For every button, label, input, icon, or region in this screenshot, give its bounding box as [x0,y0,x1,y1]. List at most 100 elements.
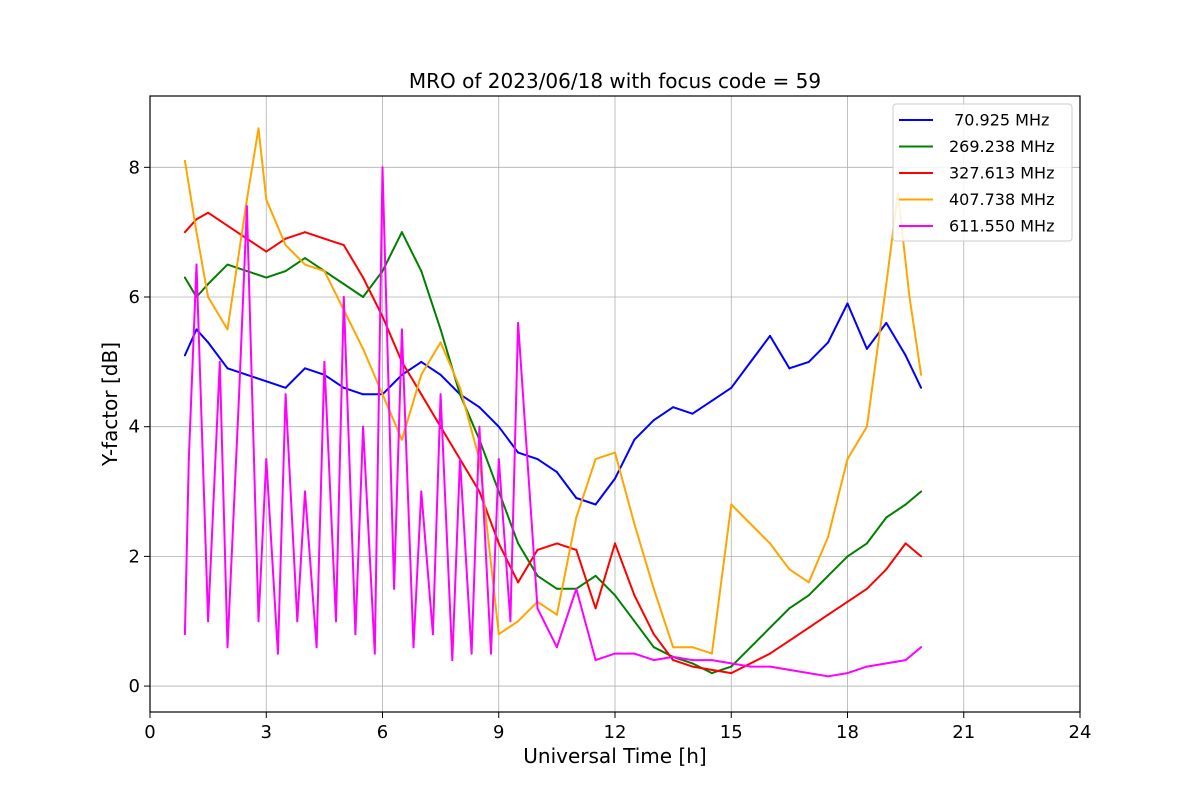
data-point-327-613-mhz [730,672,733,675]
data-point-611-550-mhz [555,646,558,649]
x-tick-label: 21 [952,722,975,743]
series-line-269-238-mhz [184,231,922,675]
series-line-407-738-mhz [183,127,923,655]
data-point-70-925-mhz [920,386,923,389]
data-point-269-238-mhz [226,263,229,266]
data-point-407-738-mhz [400,438,403,441]
data-point-70-925-mhz [885,321,888,324]
data-point-611-550-mhz [920,646,923,649]
data-point-269-238-mhz [904,503,907,506]
data-point-611-550-mhz [381,166,384,169]
data-point-611-550-mhz [335,620,337,623]
data-point-70-925-mhz [710,399,713,402]
data-point-70-925-mhz [342,386,345,389]
data-point-269-238-mhz [807,594,810,597]
data-point-327-613-mhz [672,659,675,662]
data-point-407-738-mhz [769,542,771,545]
data-point-407-738-mhz [439,341,442,344]
data-point-611-550-mhz [412,646,415,649]
data-point-70-925-mhz [536,458,539,461]
data-point-70-925-mhz [183,354,186,357]
data-point-327-613-mhz [920,555,923,558]
data-point-327-613-mhz [195,218,198,221]
data-point-611-550-mhz [614,652,616,655]
data-point-70-925-mhz [827,341,830,344]
data-point-70-925-mhz [904,354,907,357]
data-point-70-925-mhz [195,328,198,331]
data-point-269-238-mhz [362,296,365,299]
data-point-327-613-mhz [885,568,888,571]
data-point-327-613-mhz [614,542,616,545]
data-point-407-738-mhz [691,646,694,649]
data-point-327-613-mhz [904,542,907,545]
data-point-611-550-mhz [509,620,512,623]
data-point-269-238-mhz [265,276,268,279]
data-point-269-238-mhz [381,270,384,273]
data-point-327-613-mhz [342,244,345,247]
data-point-407-738-mhz [183,159,186,162]
data-point-407-738-mhz [749,522,752,525]
data-point-407-738-mhz [865,425,868,428]
data-point-611-550-mhz [536,607,539,610]
data-point-407-738-mhz [323,270,326,273]
data-point-611-550-mhz [245,205,248,208]
data-point-70-925-mhz [497,425,500,428]
data-point-327-613-mhz [362,276,365,279]
data-point-269-238-mhz [788,607,791,610]
data-point-611-550-mhz [652,659,655,662]
data-point-407-738-mhz [807,581,810,584]
data-point-327-613-mhz [633,594,636,597]
y-axis-title: Y-factor [dB] [98,342,122,467]
data-point-407-738-mhz [575,516,578,519]
data-point-70-925-mhz [207,341,210,344]
data-point-407-738-mhz [827,535,830,538]
data-point-611-550-mhz [431,633,434,636]
data-point-269-238-mhz [536,574,539,577]
data-point-269-238-mhz [284,270,287,273]
data-point-269-238-mhz [245,270,248,273]
data-point-407-738-mhz [846,458,849,461]
data-point-611-550-mhz [490,652,492,655]
data-point-407-738-mhz [284,244,287,247]
data-point-269-238-mhz [420,270,423,273]
data-point-611-550-mhz [691,659,694,662]
data-point-327-613-mhz [478,490,481,493]
data-point-407-738-mhz [497,633,500,636]
data-point-611-550-mhz [342,296,345,299]
data-point-407-738-mhz [614,451,616,454]
data-point-611-550-mhz [865,665,868,668]
x-tick-label: 6 [377,722,388,743]
legend-label-70-925-mhz: 70.925 MHz [949,111,1049,130]
data-point-269-238-mhz [710,672,713,675]
data-point-327-613-mhz [807,626,810,629]
data-point-70-925-mhz [226,367,229,370]
data-point-407-738-mhz [920,373,923,376]
data-point-407-738-mhz [362,347,365,350]
data-point-327-613-mhz [555,542,558,545]
data-point-407-738-mhz [633,522,636,525]
data-point-407-738-mhz [555,613,558,616]
data-point-407-738-mhz [710,652,713,655]
data-point-269-238-mhz [304,257,306,260]
data-point-611-550-mhz [633,652,636,655]
data-point-611-550-mhz [373,652,376,655]
y-tick-label: 2 [129,546,140,567]
data-point-327-613-mhz [749,662,752,665]
data-point-70-925-mhz [633,438,636,441]
data-point-611-550-mhz [788,668,791,671]
data-point-269-238-mhz [730,665,733,668]
data-point-611-550-mhz [885,662,888,665]
data-point-269-238-mhz [846,555,849,558]
data-point-269-238-mhz [749,646,752,649]
data-point-327-613-mhz [304,231,306,234]
data-point-327-613-mhz [865,587,868,590]
data-point-327-613-mhz [846,600,849,603]
data-point-70-925-mhz [304,367,306,370]
data-point-269-238-mhz [207,283,210,286]
chart-title: MRO of 2023/06/18 with focus code = 59 [409,69,821,93]
data-point-611-550-mhz [846,672,849,675]
data-point-269-238-mhz [865,542,868,545]
data-point-70-925-mhz [420,360,423,363]
data-point-269-238-mhz [885,516,888,519]
